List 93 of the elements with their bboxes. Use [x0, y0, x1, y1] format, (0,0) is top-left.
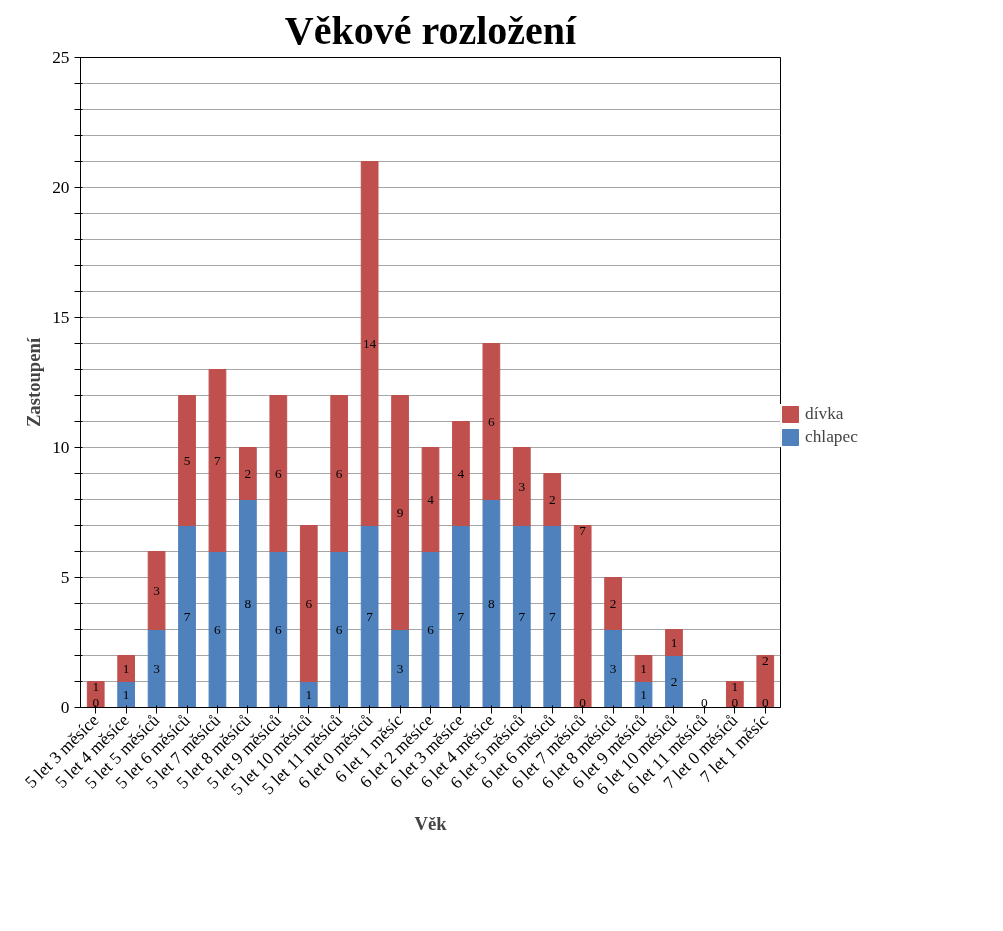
data-label: 2: [670, 673, 678, 689]
data-label: 0: [731, 694, 739, 710]
data-label: 6: [335, 621, 343, 637]
bar: [391, 629, 409, 708]
bar: [604, 577, 622, 630]
bar: [330, 395, 349, 552]
data-label: 7: [579, 522, 587, 538]
data-label: 6: [305, 595, 313, 611]
bar: [665, 629, 683, 656]
data-label: 6: [427, 621, 435, 637]
data-label: 7: [548, 608, 556, 624]
data-label: 6: [488, 413, 496, 429]
bar: [482, 343, 501, 500]
y-tick-label: 0: [60, 698, 70, 717]
bar: [604, 629, 622, 708]
data-label: 6: [214, 621, 222, 637]
y-axis-title: Zastoupení: [23, 337, 45, 428]
bar: [512, 447, 531, 526]
data-label: 2: [609, 595, 617, 611]
bar: [452, 525, 470, 708]
bar: [269, 551, 288, 708]
y-tick-label: 10: [52, 438, 70, 457]
data-label: 3: [153, 582, 161, 598]
bar: [239, 499, 257, 708]
bar: [178, 395, 196, 526]
bar: [147, 551, 166, 630]
bar: [421, 447, 440, 552]
bar: [208, 551, 227, 708]
data-label: 9: [396, 504, 404, 520]
data-label: 7: [183, 608, 191, 624]
data-label: 5: [183, 452, 191, 468]
data-label: 1: [122, 686, 130, 702]
data-label: 7: [457, 608, 465, 624]
bar: [573, 525, 592, 708]
data-label: 7: [214, 452, 222, 468]
data-label: 1: [92, 678, 100, 694]
data-label: 1: [670, 634, 678, 650]
bar: [117, 681, 136, 708]
bar: [482, 499, 501, 708]
bar: [725, 681, 744, 708]
data-label: 3: [609, 660, 617, 676]
bar: [543, 525, 562, 708]
bar: [239, 447, 257, 500]
data-label: 4: [427, 491, 435, 507]
legend-label: dívka: [805, 404, 844, 424]
data-label: 6: [335, 465, 343, 481]
data-label: 6: [274, 465, 282, 481]
data-label: 1: [640, 660, 647, 676]
bar: [512, 525, 531, 708]
bar: [634, 655, 653, 682]
data-label: 1: [122, 660, 130, 676]
bar: [86, 681, 105, 708]
x-axis-title: Věk: [414, 813, 448, 835]
data-label: 3: [396, 660, 404, 676]
y-tick-label: 25: [52, 48, 70, 67]
bar: [299, 525, 318, 682]
bar: [117, 655, 136, 682]
bar: [360, 525, 379, 708]
bar: [147, 629, 166, 708]
data-label: 14: [362, 335, 377, 351]
bar: [269, 395, 288, 552]
data-label: 1: [305, 686, 313, 702]
chart-title: Věkové rozložení: [284, 7, 578, 53]
y-tick-label: 20: [52, 178, 70, 197]
data-label: 3: [153, 660, 161, 676]
data-label: 7: [518, 608, 526, 624]
bar: [634, 681, 653, 708]
data-label: 2: [761, 652, 769, 668]
y-tick-label: 15: [52, 308, 70, 327]
bar: [756, 655, 775, 708]
bar: [543, 473, 562, 526]
data-label: 8: [244, 595, 252, 611]
data-label: 3: [518, 478, 526, 494]
legend-label: chlapec: [805, 427, 858, 447]
bar: [391, 395, 409, 630]
data-label: 2: [548, 491, 556, 507]
bar: [360, 161, 379, 526]
bar: [452, 421, 470, 526]
data-label: 0: [92, 694, 100, 710]
bar: [421, 551, 440, 708]
bar: [299, 681, 318, 708]
data-label: 1: [640, 686, 647, 702]
data-label: 6: [274, 621, 282, 637]
bar: [178, 525, 196, 708]
data-label: 2: [244, 465, 252, 481]
y-tick-label: 5: [60, 568, 70, 587]
data-label: 1: [731, 678, 739, 694]
bar: [208, 369, 227, 552]
data-label: 7: [366, 608, 374, 624]
data-label: 8: [488, 595, 496, 611]
data-label: 4: [457, 465, 465, 481]
bar: [665, 655, 683, 708]
bar: [330, 551, 349, 708]
